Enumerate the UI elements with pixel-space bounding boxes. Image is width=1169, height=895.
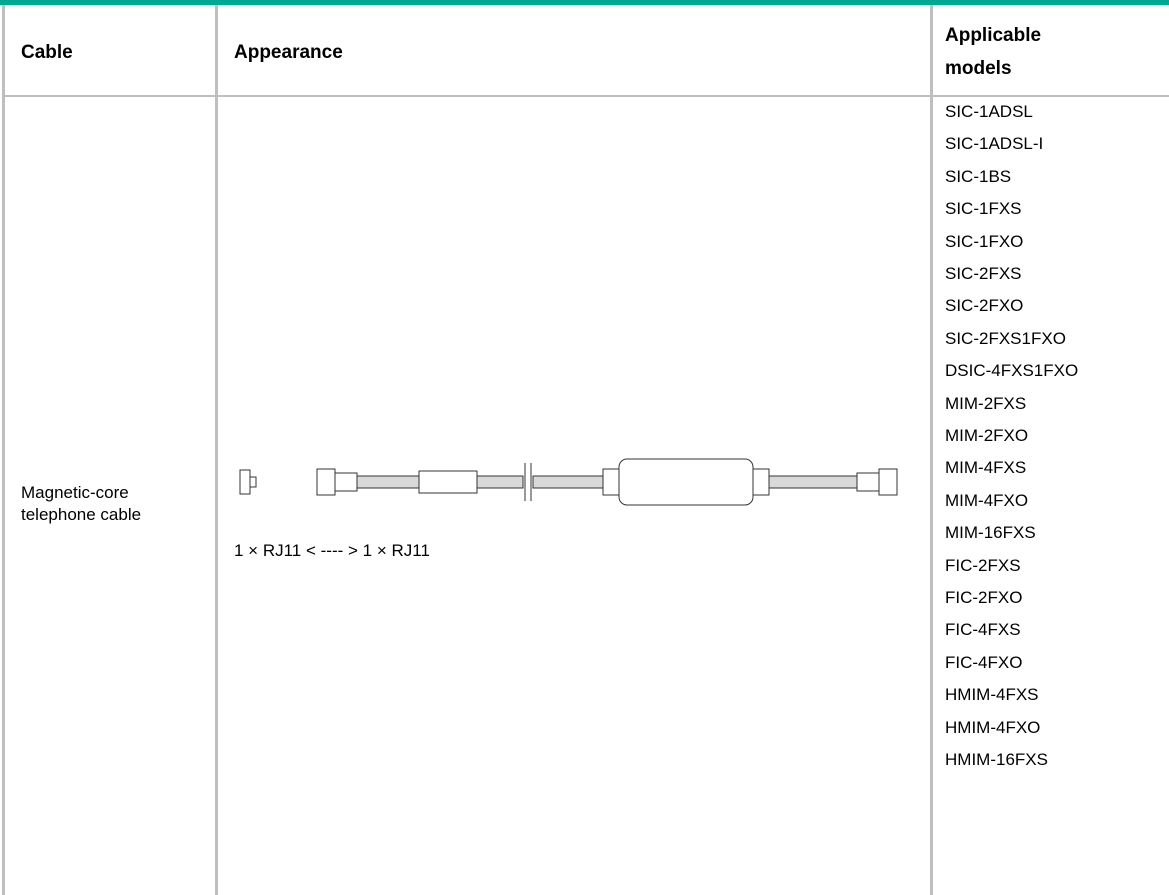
model-name: SIC-2FXO [945, 296, 1024, 316]
model-name: HMIM-4FXS [945, 685, 1039, 705]
model-name: SIC-1BS [945, 166, 1012, 186]
model-name: HMIM-16FXS [945, 750, 1048, 769]
header-rule [2, 95, 1169, 97]
header-cell: Appearance [234, 42, 343, 63]
model-name: SIC-1ADSL-I [945, 134, 1044, 154]
model-name: SIC-2FXS [945, 264, 1022, 283]
model-name: HMIM-4FXO [945, 717, 1041, 737]
model-name: SIC-1ADSL [945, 102, 1033, 121]
left-border [2, 5, 5, 895]
model-name: FIC-4FXS [945, 620, 1021, 640]
model-name: FIC-2FXO [945, 588, 1023, 607]
model-name: MIM-4FXO [945, 490, 1029, 510]
cable-name: Magnetic-core telephone cable [21, 483, 142, 524]
col-divider [215, 5, 218, 895]
model-name: SIC-1FXO [945, 231, 1024, 251]
model-name: SIC-1FXS [945, 199, 1022, 219]
col-divider [930, 5, 933, 895]
model-name: MIM-16FXS [945, 523, 1036, 543]
model-name: MIM-4FXS [945, 458, 1027, 478]
header-cell: Applicable models [945, 25, 1042, 79]
header-cell: Cable [21, 42, 73, 63]
model-name: SIC-2FXS1FXO [945, 328, 1066, 348]
top-rule [0, 0, 1169, 5]
cable-illustration [239, 458, 898, 506]
appearance-caption: 1 × RJ11 < ---- > 1 × RJ11 [234, 541, 430, 560]
model-name: MIM-2FXS [945, 393, 1027, 413]
model-name: DSIC-4FXS1FXO [945, 361, 1079, 381]
model-name: FIC-2FXS [945, 555, 1021, 575]
model-name: MIM-2FXO [945, 426, 1029, 445]
model-name: FIC-4FXO [945, 652, 1023, 672]
